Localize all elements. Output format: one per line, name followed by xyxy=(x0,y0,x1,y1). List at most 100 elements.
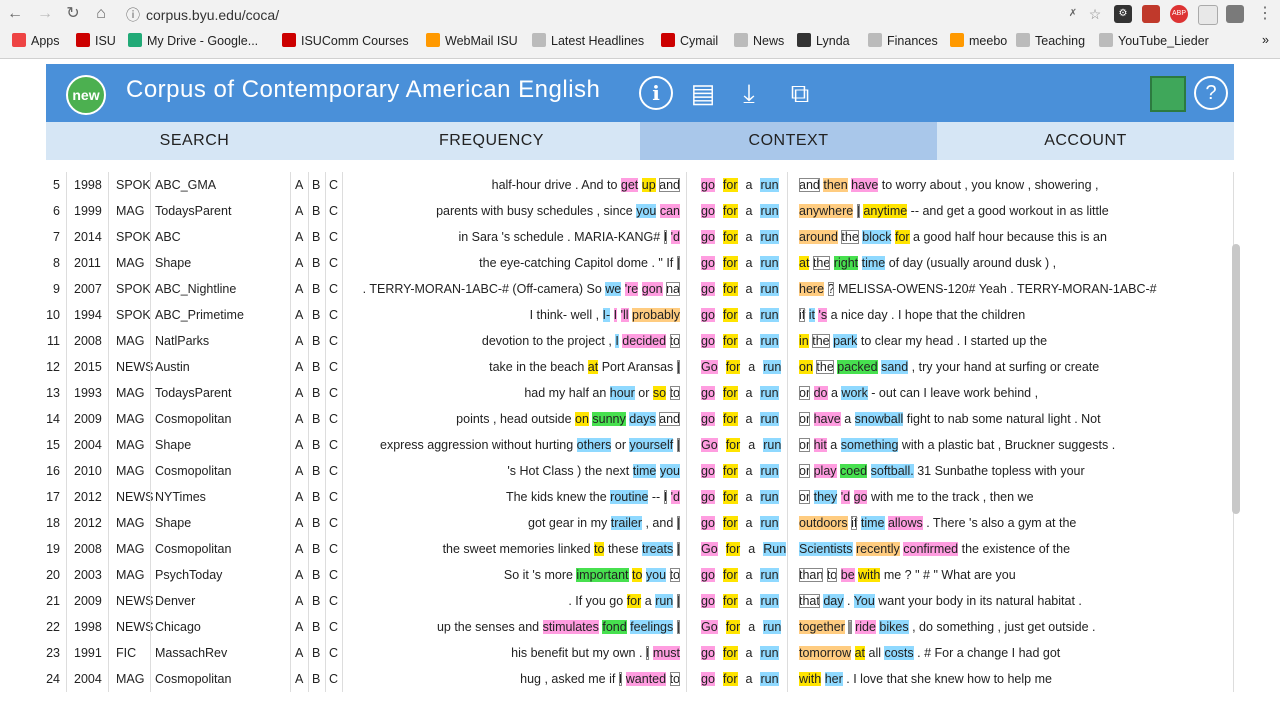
keyword-match[interactable]: Go for a run xyxy=(701,354,789,380)
source-cell[interactable]: Austin xyxy=(155,360,190,374)
keyword-word[interactable]: a xyxy=(745,412,753,426)
bookmark-item[interactable]: Teaching xyxy=(1016,33,1085,48)
filter-icon[interactable]: ✗ xyxy=(1068,8,1078,19)
source-cell[interactable]: TodaysParent xyxy=(155,204,232,218)
keyword-word[interactable]: run xyxy=(760,490,779,504)
keyword-word[interactable]: a xyxy=(745,204,753,218)
highlighted-word[interactable]: on xyxy=(799,360,813,374)
context-link-a[interactable]: A xyxy=(295,438,304,452)
context-link-b[interactable]: B xyxy=(312,672,321,686)
keyword-word[interactable]: go xyxy=(701,672,715,686)
source-cell[interactable]: Cosmopolitan xyxy=(155,542,232,556)
keyword-word[interactable]: a xyxy=(748,542,756,556)
keyword-word[interactable]: go xyxy=(701,568,715,582)
keyword-match[interactable]: go for a run xyxy=(701,640,787,666)
external-link-icon[interactable]: ⧉ xyxy=(790,78,810,108)
keyword-word[interactable]: for xyxy=(722,334,738,348)
context-link-a[interactable]: A xyxy=(295,386,304,400)
highlighted-word[interactable]: packed xyxy=(837,360,878,374)
keyword-word[interactable]: for xyxy=(722,646,738,660)
source-cell[interactable]: ABC xyxy=(155,230,181,244)
highlighted-word[interactable]: to xyxy=(632,568,643,582)
highlighted-word[interactable]: confirmed xyxy=(903,542,959,556)
highlighted-word[interactable]: or xyxy=(799,386,811,400)
keyword-match[interactable]: go for a run xyxy=(701,458,787,484)
keyword-word[interactable]: for xyxy=(722,256,738,270)
highlighted-word[interactable]: to xyxy=(669,568,680,582)
keyword-word[interactable]: run xyxy=(760,334,779,348)
context-link-b[interactable]: B xyxy=(312,516,321,530)
scrollbar[interactable] xyxy=(1232,244,1240,514)
source-cell[interactable]: PsychToday xyxy=(155,568,223,582)
extension-icon[interactable] xyxy=(1198,5,1218,25)
highlighted-word[interactable]: have xyxy=(813,412,841,426)
keyword-word[interactable]: for xyxy=(722,568,738,582)
keyword-word[interactable]: run xyxy=(760,646,779,660)
keyword-word[interactable]: go xyxy=(701,386,715,400)
table-row[interactable]: 17 2012 NEWS NYTimes A B C The kids knew the ro… xyxy=(46,484,1234,510)
highlighted-word[interactable]: feelings xyxy=(630,620,674,634)
source-cell[interactable]: Cosmopolitan xyxy=(155,412,232,426)
highlighted-word[interactable]: you xyxy=(645,568,667,582)
highlighted-word[interactable]: must xyxy=(652,646,680,660)
highlighted-word[interactable]: together xyxy=(799,620,845,634)
highlighted-word[interactable]: day xyxy=(823,594,844,608)
context-link-c[interactable]: C xyxy=(329,438,339,452)
gear-icon[interactable]: ⚙ xyxy=(1114,5,1132,23)
context-link-a[interactable]: A xyxy=(295,464,304,478)
keyword-word[interactable]: run xyxy=(760,386,779,400)
keyword-word[interactable]: a xyxy=(745,594,753,608)
highlighted-word[interactable]: sunny xyxy=(592,412,626,426)
highlighted-word[interactable]: go xyxy=(853,490,868,504)
highlighted-word[interactable]: with xyxy=(799,672,822,686)
context-link-c[interactable]: C xyxy=(329,334,339,348)
table-row[interactable]: 16 2010 MAG Cosmopolitan A B C 's Hot Class ) t… xyxy=(46,458,1234,484)
keyword-match[interactable]: go for a run xyxy=(701,666,787,692)
source-cell[interactable]: Chicago xyxy=(155,620,201,634)
keyword-match[interactable]: go for a run xyxy=(701,250,787,276)
highlighted-word[interactable]: I xyxy=(663,230,668,244)
keyword-word[interactable]: a xyxy=(745,308,753,322)
highlighted-word[interactable]: her xyxy=(824,672,843,686)
keyword-match[interactable]: go for a run xyxy=(701,198,787,224)
keyword-word[interactable]: go xyxy=(701,178,715,192)
star-icon[interactable]: ☆ xyxy=(1088,6,1102,22)
context-link-c[interactable]: C xyxy=(329,464,339,478)
highlighted-word[interactable]: | xyxy=(676,516,680,530)
tab-search[interactable]: SEARCH xyxy=(159,132,230,149)
highlighted-word[interactable]: You xyxy=(853,594,875,608)
highlighted-word[interactable]: something xyxy=(840,438,899,452)
bookmark-item[interactable]: YouTube_Lieder xyxy=(1099,33,1209,48)
keyword-match[interactable]: go for a run xyxy=(701,406,787,432)
highlighted-word[interactable]: get xyxy=(620,178,639,192)
context-link-a[interactable]: A xyxy=(295,256,304,270)
bookmark-item[interactable]: My Drive - Google... xyxy=(128,33,258,48)
keyword-word[interactable]: a xyxy=(745,568,753,582)
highlighted-word[interactable]: play xyxy=(813,464,837,478)
source-cell[interactable]: MassachRev xyxy=(155,646,228,660)
keyword-word[interactable]: run xyxy=(760,464,779,478)
keyword-word[interactable]: for xyxy=(722,490,738,504)
context-link-a[interactable]: A xyxy=(295,568,304,582)
highlighted-word[interactable]: have xyxy=(851,178,879,192)
bookmark-item[interactable]: Finances xyxy=(868,33,938,48)
highlighted-word[interactable]: can xyxy=(659,204,680,218)
highlighted-word[interactable]: others xyxy=(576,438,612,452)
highlighted-word[interactable]: Scientists xyxy=(799,542,853,556)
keyword-word[interactable]: run xyxy=(760,568,779,582)
new-badge[interactable]: new xyxy=(66,75,106,115)
highlighted-word[interactable]: | xyxy=(848,620,852,634)
keyword-word[interactable]: Run xyxy=(763,542,787,556)
highlighted-word[interactable]: or xyxy=(799,438,811,452)
highlighted-word[interactable]: na xyxy=(666,282,680,296)
context-link-b[interactable]: B xyxy=(312,542,321,556)
highlighted-word[interactable]: if xyxy=(851,516,858,530)
bookmark-item[interactable]: Lynda xyxy=(797,33,850,48)
highlighted-word[interactable]: or xyxy=(799,412,811,426)
tab-account[interactable]: ACCOUNT xyxy=(1044,132,1127,149)
keyword-word[interactable]: run xyxy=(760,230,779,244)
highlighted-word[interactable]: 'd xyxy=(670,490,680,504)
highlighted-word[interactable]: the xyxy=(812,256,831,270)
context-link-c[interactable]: C xyxy=(329,646,339,660)
